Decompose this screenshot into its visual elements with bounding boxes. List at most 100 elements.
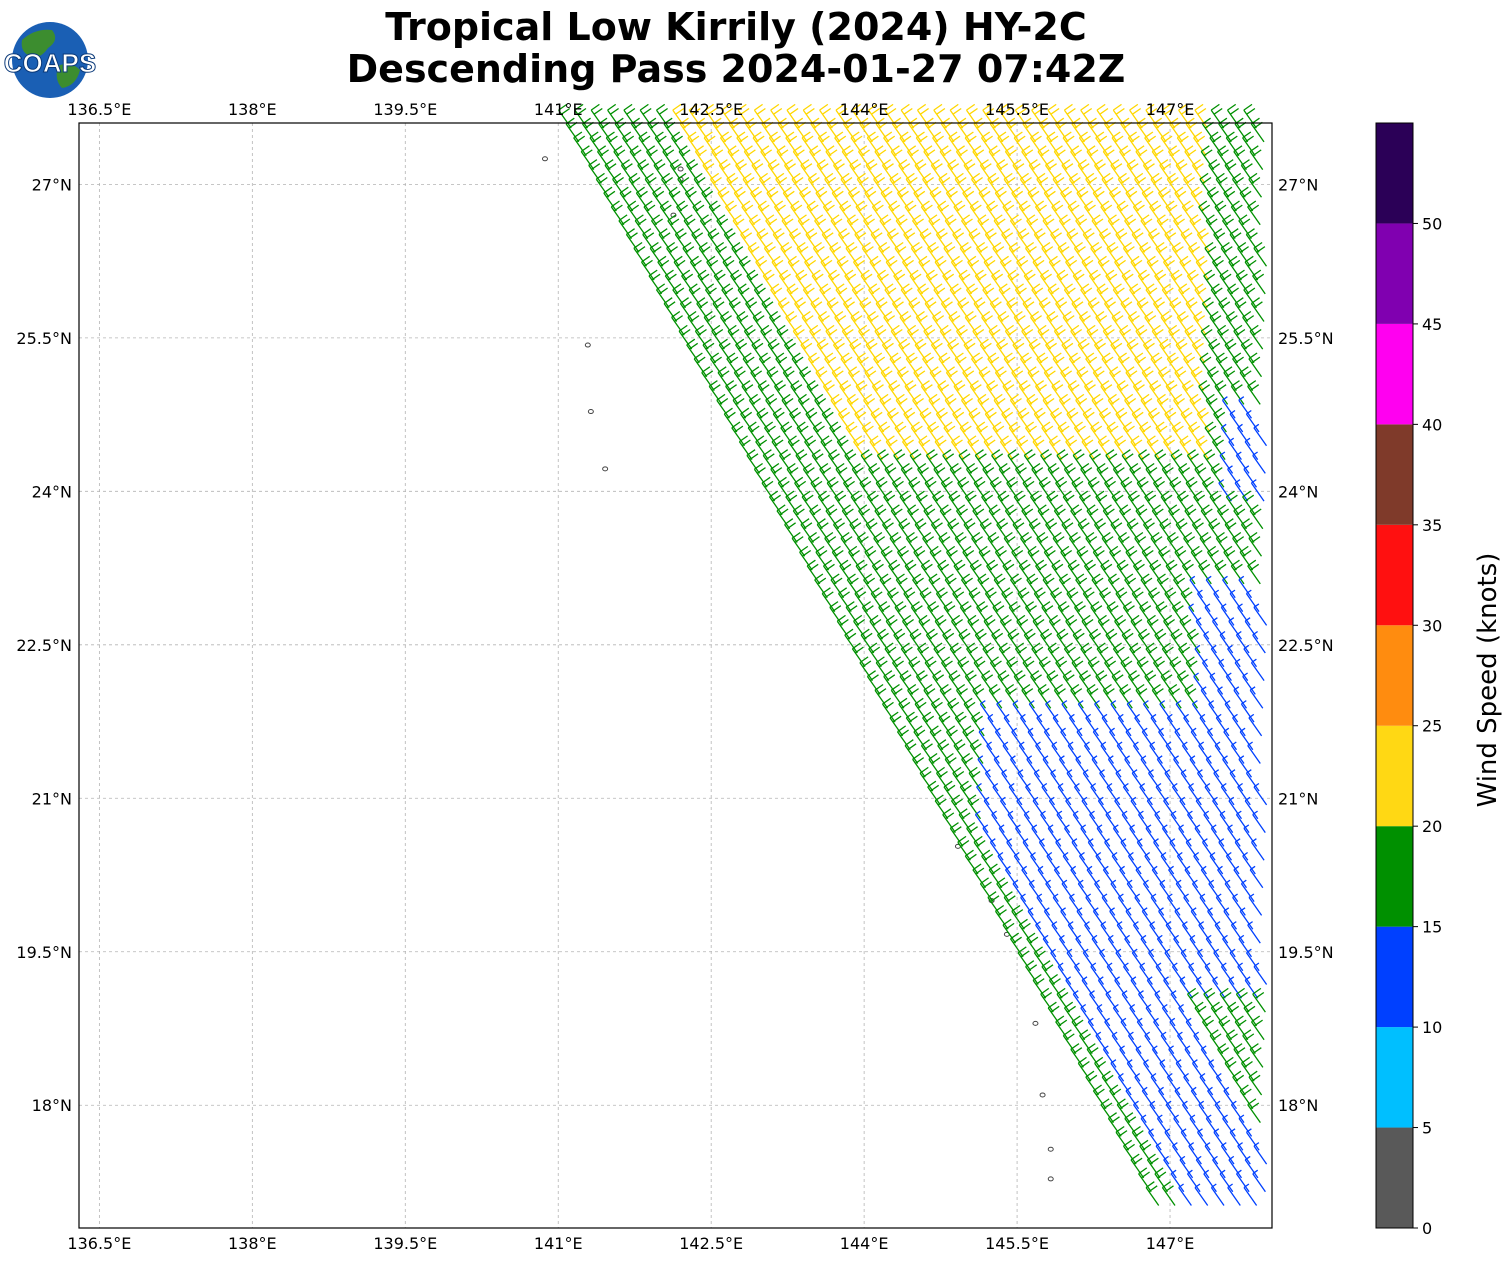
wind-barb	[1038, 476, 1053, 502]
wind-barb	[993, 755, 1008, 778]
wind-barb	[653, 159, 668, 184]
wind-barb	[978, 727, 993, 751]
wind-barb	[1040, 987, 1054, 1013]
wind-barb	[1207, 1086, 1221, 1110]
wind-barb	[1180, 228, 1195, 253]
wind-barb	[805, 228, 820, 253]
wind-barb	[1065, 614, 1079, 640]
wind-barb	[1149, 1100, 1164, 1123]
wind-barb	[1013, 490, 1028, 516]
wind-barb	[1007, 628, 1022, 654]
wind-barb	[1146, 435, 1161, 460]
wind-barb	[907, 683, 921, 709]
wind-barb	[807, 172, 822, 198]
wind-barb	[816, 518, 831, 543]
wind-barb	[1047, 1001, 1062, 1027]
wind-barb	[1249, 865, 1264, 889]
wind-barb	[920, 200, 935, 226]
wind-barb	[1156, 934, 1171, 958]
wind-barb	[960, 573, 975, 599]
wind-barb	[645, 145, 660, 170]
wind-barb	[1072, 269, 1087, 295]
wind-barb	[1066, 228, 1081, 253]
wind-barb	[1026, 755, 1040, 778]
wind-barb	[928, 393, 943, 419]
wind-barb	[1130, 976, 1145, 999]
wind-barb	[1173, 214, 1187, 239]
wind-barb	[861, 601, 876, 626]
wind-barb	[940, 297, 955, 322]
wind-barb	[959, 241, 974, 267]
wind-barb	[876, 269, 891, 295]
wind-barb	[1080, 103, 1094, 129]
wind-barb	[878, 241, 892, 267]
wind-barb	[1228, 437, 1242, 460]
wind-barb	[935, 228, 950, 253]
wind-barb	[1092, 366, 1107, 391]
wind-barb	[1198, 1100, 1212, 1123]
wind-barb	[1223, 186, 1237, 212]
logo-land-1	[21, 29, 56, 57]
wind-barb	[1031, 462, 1045, 488]
wind-barb	[1083, 741, 1098, 764]
wind-barb	[1194, 1001, 1209, 1027]
wind-barb	[871, 380, 886, 405]
wind-barb	[723, 407, 738, 433]
wind-barb	[1063, 824, 1078, 847]
wind-barb	[849, 518, 863, 543]
wind-barb	[934, 255, 949, 281]
lon-tick-label-top: 139.5°E	[373, 100, 437, 119]
wind-barb	[1106, 782, 1121, 806]
wind-barb	[991, 810, 1005, 833]
wind-barb	[1206, 366, 1221, 391]
wind-barb	[791, 531, 806, 557]
wind-barb	[1183, 893, 1197, 916]
wind-barb	[1098, 407, 1113, 433]
wind-barb	[1195, 796, 1210, 820]
wind-barb	[1160, 310, 1175, 336]
wind-barb	[799, 545, 813, 571]
wind-barb	[866, 670, 881, 695]
wind-barb	[896, 545, 911, 571]
wind-barb	[1201, 838, 1216, 861]
wind-barb	[1164, 587, 1179, 612]
wind-barb	[1105, 269, 1119, 295]
wind-barb	[999, 255, 1014, 281]
wind-barb	[925, 269, 940, 295]
wind-barb	[1038, 297, 1053, 322]
wind-barb	[558, 103, 572, 129]
wind-barb	[1219, 810, 1234, 833]
wind-barb	[964, 131, 979, 157]
wind-barb	[1213, 228, 1227, 253]
wind-barb	[943, 421, 958, 447]
wind-barb	[1111, 851, 1126, 875]
wind-barb	[923, 683, 938, 709]
wind-barb	[1081, 976, 1096, 999]
wind-barb	[1151, 683, 1166, 709]
wind-barb	[1119, 683, 1133, 709]
wind-barb	[1126, 338, 1141, 364]
wind-barb	[1238, 575, 1253, 599]
wind-barb	[761, 297, 776, 322]
wind-barb	[796, 241, 811, 267]
wind-barb	[613, 145, 628, 170]
wind-barb	[1134, 352, 1148, 378]
wind-barb	[1042, 755, 1057, 778]
colorbar-bin	[1376, 323, 1413, 425]
wind-barb	[984, 769, 999, 792]
wind-barb	[976, 421, 990, 447]
wind-barb	[953, 200, 968, 226]
lon-tick-label-bottom: 144°E	[840, 1234, 889, 1253]
wind-barb	[1112, 103, 1127, 129]
wind-barb	[693, 352, 708, 378]
wind-barb	[1087, 656, 1102, 681]
wind-barb	[1014, 642, 1029, 668]
wind-barb	[1032, 255, 1047, 281]
wind-barb	[1144, 310, 1158, 336]
wind-barb	[1156, 755, 1171, 778]
wind-barb	[679, 297, 694, 322]
wind-barb	[1115, 228, 1129, 253]
colorbar-bin	[1376, 926, 1413, 1028]
wind-barb	[1222, 575, 1236, 599]
wind-barb	[883, 131, 897, 157]
